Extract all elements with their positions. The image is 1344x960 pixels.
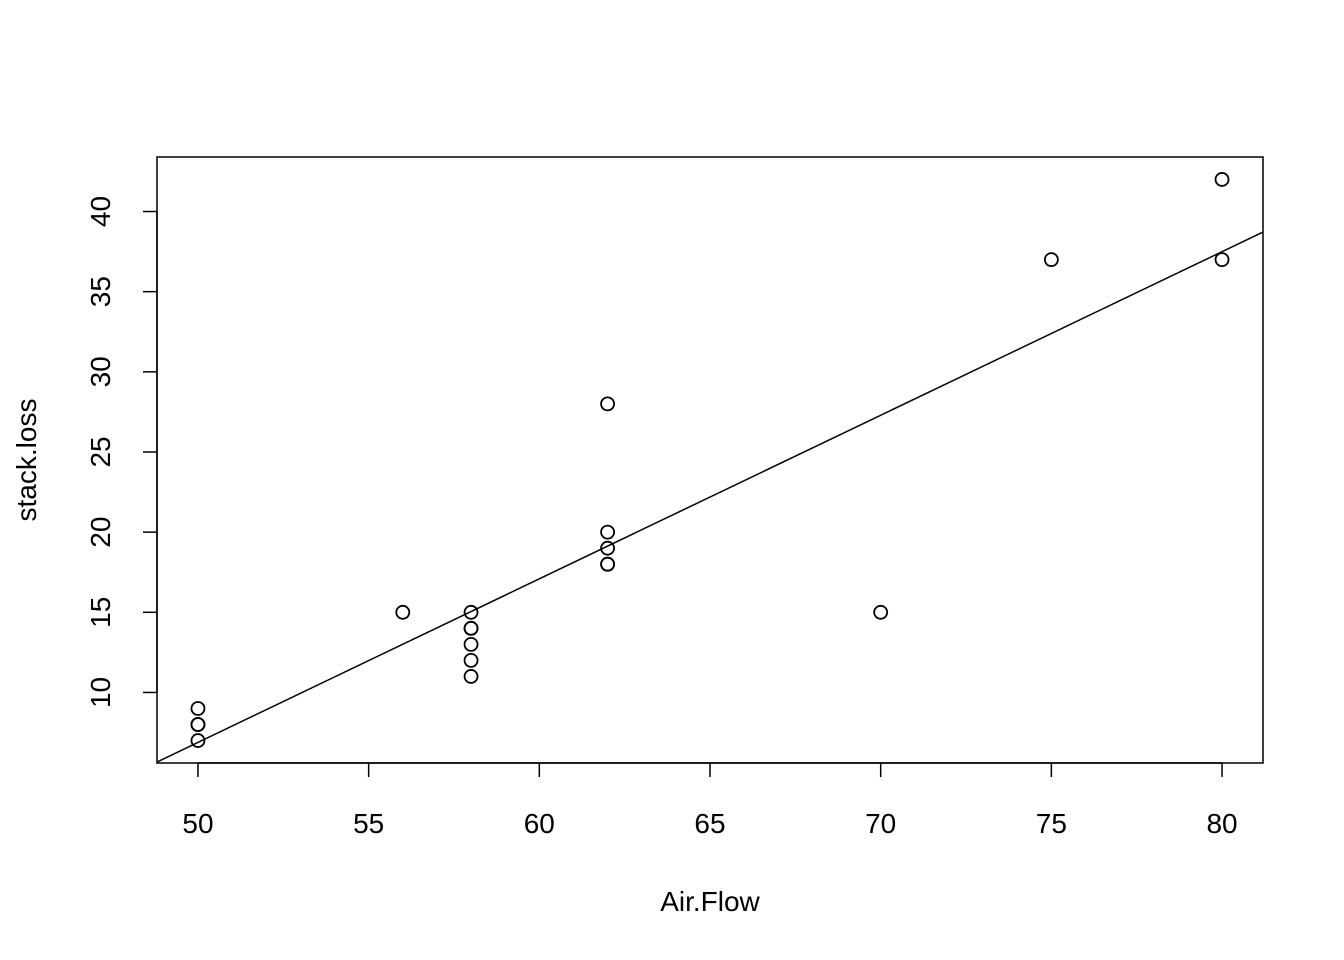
x-axis-title: Air.Flow (660, 886, 760, 917)
y-tick-label: 30 (85, 356, 116, 387)
plot-area (156, 172, 1264, 763)
data-point (463, 652, 479, 668)
data-point (1043, 252, 1059, 268)
data-point (190, 717, 206, 732)
data-point (463, 604, 479, 620)
y-tick-label: 20 (85, 517, 116, 548)
data-point (190, 701, 206, 716)
x-tick-label: 60 (524, 808, 555, 839)
y-tick-label: 15 (85, 597, 116, 628)
data-points (190, 172, 1230, 748)
data-point (190, 733, 206, 748)
data-point (463, 636, 479, 652)
y-axis: 10 15 20 25 30 35 40 (85, 196, 158, 708)
x-tick-label: 70 (865, 808, 896, 839)
data-point (463, 669, 479, 684)
data-point (1214, 172, 1230, 187)
x-tick-label: 80 (1206, 808, 1237, 839)
data-point (600, 524, 615, 540)
plot-frame (156, 156, 1264, 764)
x-tick-label: 75 (1036, 808, 1067, 839)
y-axis-title: stack.loss (11, 399, 42, 522)
x-tick-label: 55 (353, 808, 384, 839)
data-point (600, 556, 615, 572)
data-point (600, 540, 615, 556)
data-point (873, 604, 889, 620)
y-tick-label: 25 (85, 436, 116, 467)
regression-line (156, 231, 1264, 763)
data-point (1214, 252, 1230, 268)
y-tick-label: 40 (85, 196, 116, 227)
data-point (463, 620, 479, 636)
y-tick-label: 35 (85, 276, 116, 307)
data-point (395, 604, 411, 620)
x-axis: 50 55 60 65 70 75 80 (182, 762, 1238, 839)
x-tick-label: 50 (182, 808, 213, 839)
data-point (600, 396, 615, 412)
y-tick-label: 10 (85, 677, 116, 708)
x-tick-label: 65 (694, 808, 725, 839)
